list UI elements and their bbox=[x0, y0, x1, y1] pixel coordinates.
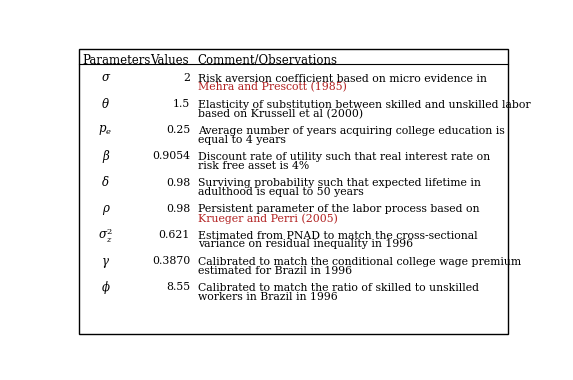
Text: Risk aversion coefficient based on micro evidence in: Risk aversion coefficient based on micro… bbox=[198, 73, 486, 84]
Text: 0.98: 0.98 bbox=[166, 178, 190, 188]
Text: Values: Values bbox=[150, 54, 189, 67]
Text: ϕ: ϕ bbox=[101, 281, 109, 294]
Text: Mehra and Prescott (1985): Mehra and Prescott (1985) bbox=[198, 82, 347, 93]
Text: 0.98: 0.98 bbox=[166, 204, 190, 214]
Text: θ: θ bbox=[102, 98, 109, 111]
Text: γ: γ bbox=[102, 255, 109, 268]
Text: 0.3870: 0.3870 bbox=[152, 256, 190, 266]
Text: Comment/Observations: Comment/Observations bbox=[198, 54, 338, 67]
Text: σ: σ bbox=[101, 71, 109, 84]
Text: Surviving probability such that expected lifetime in: Surviving probability such that expected… bbox=[198, 178, 481, 188]
Text: Average number of years acquiring college education is: Average number of years acquiring colleg… bbox=[198, 126, 505, 136]
Text: 0.621: 0.621 bbox=[159, 230, 190, 240]
Text: adulthood is equal to 50 years: adulthood is equal to 50 years bbox=[198, 187, 363, 197]
Text: equal to 4 years: equal to 4 years bbox=[198, 135, 286, 145]
Text: Persistent parameter of the labor process based on: Persistent parameter of the labor proces… bbox=[198, 204, 479, 214]
Text: Krueger and Perri (2005): Krueger and Perri (2005) bbox=[198, 213, 337, 224]
Text: 8.55: 8.55 bbox=[166, 282, 190, 292]
Text: workers in Brazil in 1996: workers in Brazil in 1996 bbox=[198, 292, 337, 302]
Text: estimated for Brazil in 1996: estimated for Brazil in 1996 bbox=[198, 266, 352, 276]
Text: 0.9054: 0.9054 bbox=[152, 152, 190, 162]
Text: Parameters: Parameters bbox=[83, 54, 151, 67]
Text: variance on residual inequality in 1996: variance on residual inequality in 1996 bbox=[198, 239, 413, 249]
Text: 2: 2 bbox=[183, 73, 190, 83]
Text: δ: δ bbox=[102, 176, 109, 189]
Text: β: β bbox=[102, 150, 109, 163]
Text: 0.25: 0.25 bbox=[166, 125, 190, 135]
Text: Discount rate of utility such that real interest rate on: Discount rate of utility such that real … bbox=[198, 152, 490, 162]
Text: Calibrated to match the conditional college wage premium: Calibrated to match the conditional coll… bbox=[198, 257, 521, 267]
Text: Elasticity of substitution between skilled and unskilled labor: Elasticity of substitution between skill… bbox=[198, 100, 531, 110]
Text: $p_e$: $p_e$ bbox=[99, 123, 112, 137]
Text: Calibrated to match the ratio of skilled to unskilled: Calibrated to match the ratio of skilled… bbox=[198, 283, 479, 293]
Text: $\sigma_z^2$: $\sigma_z^2$ bbox=[98, 225, 113, 245]
Text: risk free asset is 4%: risk free asset is 4% bbox=[198, 161, 309, 171]
Text: 1.5: 1.5 bbox=[173, 99, 190, 109]
Text: based on Krussell et al (2000): based on Krussell et al (2000) bbox=[198, 109, 363, 119]
Text: ρ: ρ bbox=[102, 202, 109, 215]
Text: Estimated from PNAD to match the cross-sectional: Estimated from PNAD to match the cross-s… bbox=[198, 231, 477, 241]
